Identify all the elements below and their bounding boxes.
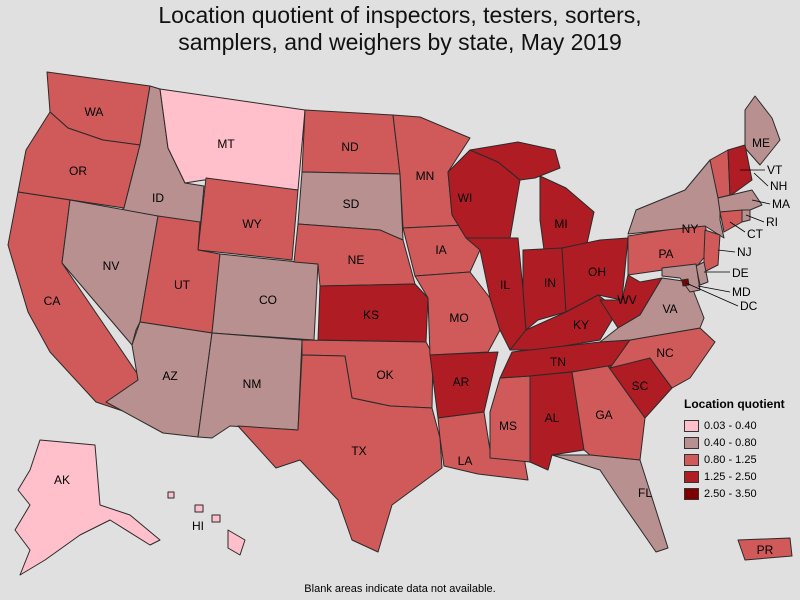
map-title-line-2: samplers, and weighers by state, May 201…: [178, 29, 622, 55]
state-dc[interactable]: [681, 278, 690, 287]
label-me: ME: [752, 136, 770, 150]
label-in: IN: [544, 276, 556, 290]
label-tx: TX: [351, 444, 366, 458]
label-nm: NM: [243, 377, 262, 391]
label-ia: IA: [435, 243, 446, 257]
state-nj[interactable]: [703, 229, 721, 273]
state-ma[interactable]: [717, 189, 763, 213]
state-ct[interactable]: [719, 209, 743, 233]
legend-label: 2.50 - 3.50: [704, 487, 757, 500]
label-md: MD: [732, 285, 751, 299]
label-mn: MN: [416, 169, 435, 183]
label-nj: NJ: [737, 245, 752, 259]
label-mt: MT: [217, 137, 235, 151]
state-nh[interactable]: [727, 144, 753, 197]
label-wi: WI: [458, 191, 473, 205]
state-la[interactable]: [437, 411, 529, 481]
label-ct: CT: [747, 227, 764, 241]
label-pr: PR: [757, 543, 774, 557]
label-ms: MS: [499, 419, 517, 433]
label-la: LA: [458, 454, 473, 468]
label-wv: WV: [617, 293, 636, 307]
legend-label: 1.25 - 2.50: [704, 470, 757, 483]
label-fl: FL: [638, 486, 652, 500]
label-ks: KS: [363, 308, 379, 322]
label-ut: UT: [174, 278, 191, 292]
label-mo: MO: [449, 311, 468, 325]
label-de: DE: [732, 266, 749, 280]
label-ma: MA: [772, 197, 790, 211]
state-ia[interactable]: [402, 224, 481, 277]
legend: Location quotient 0.03 - 0.40 0.40 - 0.8…: [684, 397, 800, 502]
label-dc: DC: [740, 299, 758, 313]
state-ks[interactable]: [317, 283, 429, 343]
state-mo[interactable]: [414, 271, 501, 356]
label-tn: TN: [550, 355, 566, 369]
label-ri: RI: [766, 215, 778, 229]
label-va: VA: [662, 302, 677, 316]
label-co: CO: [259, 293, 277, 307]
label-mi: MI: [554, 217, 567, 231]
map-title-line-1: Location quotient of inspectors, testers…: [158, 2, 642, 28]
legend-label: 0.40 - 0.80: [704, 436, 757, 449]
label-ga: GA: [595, 408, 612, 422]
state-ny[interactable]: [627, 159, 725, 239]
label-al: AL: [545, 411, 560, 425]
legend-swatch: [684, 436, 699, 449]
label-nd: ND: [341, 140, 359, 154]
label-nc: NC: [656, 346, 674, 360]
legend-item: 0.03 - 0.40: [684, 417, 800, 434]
state-va[interactable]: [599, 277, 705, 343]
legend-swatch: [684, 470, 699, 483]
label-sc: SC: [632, 379, 649, 393]
label-sd: SD: [343, 197, 360, 211]
label-nv: NV: [103, 259, 120, 273]
legend-item: 0.40 - 0.80: [684, 434, 800, 451]
state-pr[interactable]: [737, 537, 793, 561]
label-vt: VT: [767, 163, 783, 177]
map-title: Location quotient of inspectors, testers…: [0, 2, 800, 56]
footnote: Blank areas indicate data not available.: [304, 583, 496, 595]
legend-label: 0.03 - 0.40: [704, 419, 757, 432]
label-ny: NY: [682, 222, 699, 236]
label-ky: KY: [573, 318, 589, 332]
label-ak: AK: [54, 473, 70, 487]
label-wy: WY: [242, 217, 261, 231]
legend-title: Location quotient: [684, 397, 785, 411]
legend-swatch: [684, 487, 699, 500]
state-me[interactable]: [744, 95, 781, 166]
label-wa: WA: [85, 105, 104, 119]
legend-label: 0.80 - 1.25: [704, 453, 757, 466]
legend-item: 0.80 - 1.25: [684, 451, 800, 468]
label-id: ID: [152, 191, 164, 205]
legend-swatch: [684, 453, 699, 466]
label-ar: AR: [453, 375, 470, 389]
label-nh: NH: [770, 179, 787, 193]
state-wy[interactable]: [197, 177, 299, 261]
label-az: AZ: [162, 369, 177, 383]
state-tx[interactable]: [237, 354, 443, 553]
state-hi[interactable]: [167, 491, 246, 556]
label-il: IL: [500, 278, 510, 292]
state-ak[interactable]: [14, 439, 161, 576]
label-ok: OK: [376, 368, 393, 382]
state-labels: WA OR CA ID NV MT WY UT AZ CO NM ND SD N…: [44, 105, 790, 557]
label-oh: OH: [588, 265, 606, 279]
legend-item: 1.25 - 2.50: [684, 468, 800, 485]
label-hi: HI: [192, 519, 204, 533]
label-ca: CA: [44, 294, 61, 308]
label-ne: NE: [348, 253, 365, 267]
label-or: OR: [69, 164, 87, 178]
legend-item: 2.50 - 3.50: [684, 485, 800, 502]
legend-swatch: [684, 419, 699, 432]
label-pa: PA: [658, 247, 673, 261]
state-fl[interactable]: [551, 454, 669, 553]
